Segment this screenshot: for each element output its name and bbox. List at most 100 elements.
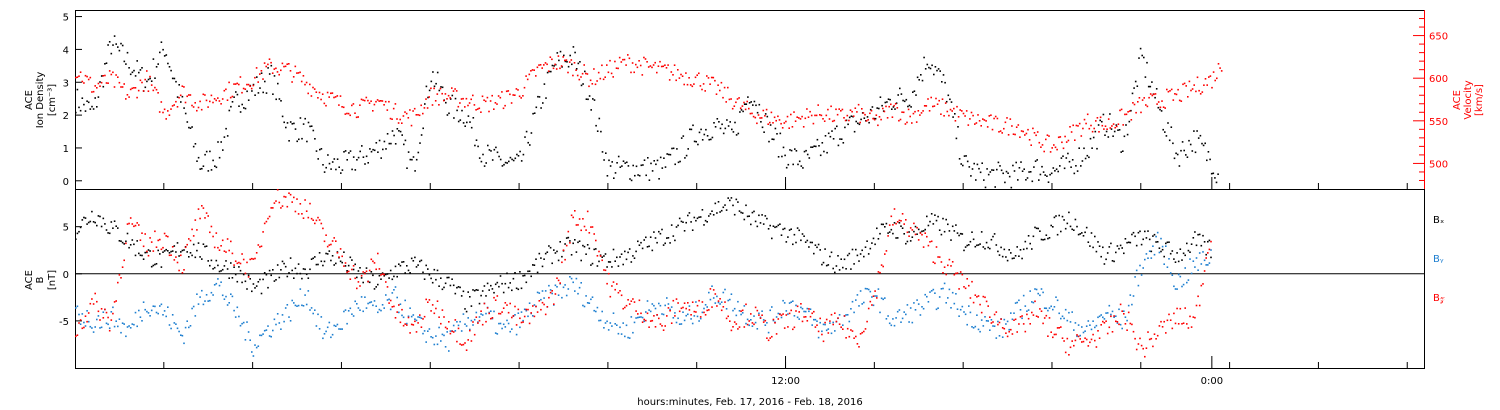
bz-point: [422, 318, 424, 320]
velocity-point: [154, 86, 156, 89]
bx-point: [1095, 250, 1098, 253]
bx-point: [856, 254, 859, 257]
velocity-point: [81, 80, 84, 83]
bx-point: [370, 271, 373, 273]
bz-point: [92, 303, 95, 305]
velocity-point: [1004, 121, 1007, 124]
by-point: [346, 322, 348, 325]
bx-point: [309, 268, 311, 271]
bx-point: [1056, 233, 1059, 236]
velocity-point: [443, 99, 445, 102]
density-point: [1120, 151, 1122, 153]
bx-point: [92, 221, 95, 223]
density-point: [469, 121, 471, 123]
density-point: [1183, 149, 1185, 152]
bz-point: [84, 315, 87, 317]
bx-point: [1135, 244, 1138, 247]
bx-point: [1115, 251, 1117, 254]
bx-point: [1082, 235, 1085, 237]
density-point: [824, 135, 827, 137]
bx-point: [669, 242, 671, 244]
density-point: [323, 171, 326, 173]
bx-point: [165, 248, 167, 251]
velocity-point: [796, 116, 798, 118]
density-point: [1167, 122, 1169, 124]
bz-point: [263, 222, 266, 225]
bz-point: [325, 234, 327, 236]
by-point: [930, 290, 933, 292]
density-point: [1020, 161, 1022, 163]
bz-point: [123, 259, 125, 262]
bz-point: [394, 317, 397, 319]
bx-point: [756, 225, 759, 228]
density-point: [1118, 129, 1121, 131]
by-point: [612, 312, 615, 314]
bz-point: [449, 332, 452, 335]
bx-point: [1076, 225, 1078, 228]
density-point: [658, 178, 660, 180]
density-point: [281, 115, 284, 118]
velocity-point: [1175, 93, 1178, 96]
density-point: [517, 155, 520, 157]
bz-point: [221, 239, 224, 242]
bx-point: [864, 246, 867, 248]
velocity-point: [612, 76, 614, 78]
velocity-point: [1074, 139, 1076, 141]
bx-point: [333, 264, 335, 266]
velocity-point: [859, 121, 861, 124]
density-point: [100, 75, 103, 77]
bz-point: [557, 279, 560, 282]
bz-point: [787, 326, 789, 328]
by-point: [1055, 296, 1057, 298]
magnetic-points: [75, 189, 1212, 358]
bx-point: [817, 243, 820, 246]
bx-point: [255, 285, 258, 287]
bx-point: [425, 264, 427, 267]
bz-point: [976, 296, 978, 298]
velocity-point: [930, 96, 932, 99]
velocity-point: [549, 56, 552, 58]
by-point: [932, 288, 935, 291]
velocity-point: [192, 106, 195, 108]
velocity-point: [267, 63, 269, 66]
velocity-point: [465, 97, 468, 100]
by-point: [919, 314, 922, 316]
velocity-point: [246, 83, 248, 86]
velocity-point: [1090, 124, 1092, 127]
velocity-point: [693, 83, 695, 85]
bz-point: [189, 239, 192, 242]
by-point: [1158, 251, 1161, 254]
bz-point: [1008, 330, 1010, 333]
bz-point: [470, 340, 473, 342]
by-point: [672, 317, 675, 319]
bz-point: [538, 300, 541, 302]
density-point: [1172, 142, 1174, 145]
by-point: [1207, 264, 1209, 266]
bx-point: [1053, 216, 1056, 219]
density-point: [162, 48, 164, 51]
bz-point: [1031, 311, 1033, 314]
bz-point: [879, 271, 881, 274]
bz-point: [1177, 323, 1180, 325]
bx-point: [1203, 241, 1206, 243]
density-point: [417, 151, 420, 154]
bx-point: [323, 260, 326, 263]
bx-point: [842, 266, 844, 269]
bz-point: [297, 213, 300, 215]
bx-point: [299, 272, 302, 275]
bx-point: [365, 267, 368, 269]
by-point: [574, 290, 576, 292]
bx-point: [743, 218, 746, 221]
by-point: [1152, 245, 1154, 247]
velocity-point: [241, 91, 243, 94]
bz-point: [1074, 339, 1077, 342]
velocity-point: [576, 74, 579, 77]
by-point: [1014, 302, 1017, 304]
by-point: [754, 321, 757, 324]
bx-point: [267, 286, 269, 289]
by-point: [181, 334, 184, 337]
density-point: [1102, 113, 1105, 116]
by-point: [1029, 290, 1031, 292]
bz-point: [751, 322, 754, 324]
density-point: [96, 106, 98, 108]
